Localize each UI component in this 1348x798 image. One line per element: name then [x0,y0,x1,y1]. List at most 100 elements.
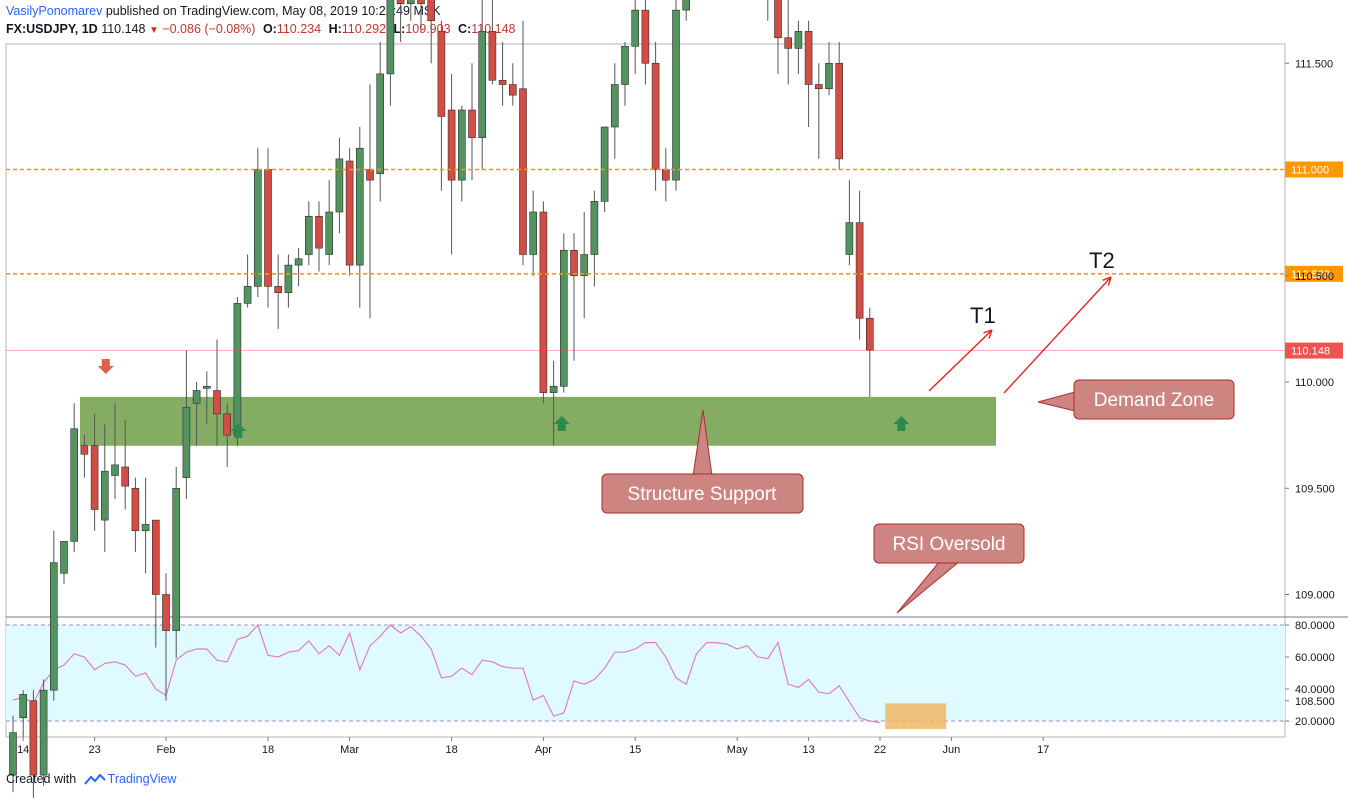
candle [641,9,650,64]
x-tick-label: 23 [88,744,100,756]
structure-support-callout [601,473,804,514]
candle [101,470,109,521]
x-tick-label: Apr [535,744,552,756]
buy-arrow-icon [553,416,570,431]
price-label-110.148: 110.148 [1291,346,1330,358]
candle [855,222,864,319]
symbol-label[interactable]: FX:USDJPY, 1D [6,22,98,36]
rsi-band [6,625,1285,721]
candle [478,31,487,138]
y-tick-label: 109.000 [1295,590,1335,602]
x-tick-label: Feb [157,744,176,756]
candle [406,0,415,5]
open-label: O: [262,22,277,36]
candle [519,88,527,255]
y-tick-label: 108.500 [1295,696,1335,708]
price-label-box-111.000 [1285,161,1343,178]
candle [90,445,99,510]
candle [825,62,833,90]
candle [621,45,629,85]
candle [243,286,252,304]
candle [9,732,17,776]
candle [498,79,507,85]
candle [203,385,211,389]
candle [162,594,170,631]
x-tick-label: Mar [340,744,359,756]
candle [417,0,425,5]
t2-arrow [1003,276,1112,394]
candle [121,466,129,487]
candle [152,519,160,595]
candle [672,9,680,181]
demand-zone [80,396,996,446]
candle [274,286,283,294]
candle [559,249,568,387]
candle [213,390,221,415]
buy-arrow-icon [893,416,910,431]
demand-zone-callout-pointer [1037,391,1076,412]
candle [682,0,691,11]
candle [447,109,456,181]
candle [19,694,28,719]
candle [131,487,140,532]
candle [814,84,823,90]
tradingview-logo-icon [83,773,106,785]
candle [315,215,323,249]
price-label-box-110.148 [1285,342,1343,359]
axes: 113.000112.500112.000111.500110.500110.0… [17,58,1335,756]
t2-label: T2 [1089,248,1115,273]
candle [49,562,58,691]
y-tick-label: 110.500 [1295,271,1334,283]
candle [386,0,395,75]
candle [774,0,782,39]
buy-arrow-icon [230,423,247,438]
candle [284,264,293,294]
demand-zone-callout [1073,379,1235,420]
candle [39,689,48,776]
author-link[interactable]: VasilyPonomarev [6,4,103,18]
tradingview-brand-link[interactable]: TradingView [107,772,177,786]
candle [794,31,803,49]
t1-arrow-head [983,329,993,339]
rsi-oversold-label: RSI Oversold [893,534,1006,555]
x-tick-label: 17 [1037,744,1049,756]
candle [549,385,558,393]
candle [396,0,405,5]
y-tick-label: 109.500 [1295,483,1335,495]
price-label-110.509: 110.509 [1291,269,1330,281]
rsi-y-tick-label: 40.0000 [1295,684,1335,696]
candle [631,9,640,47]
candle [600,126,609,202]
candle [845,222,854,255]
candle [254,169,262,287]
rsi-oversold-callout [873,523,1025,564]
candle [570,249,578,277]
candle [325,211,334,255]
candle [610,84,619,128]
demand-zone-label: Demand Zone [1094,390,1214,411]
y-tick-label: 111.500 [1295,58,1333,70]
candle [355,147,364,266]
candle [457,109,466,181]
symbol-info: FX:USDJPY, 1D 110.148 ▼ −0.086 (−0.08%) … [6,22,515,36]
t1-arrow [928,329,993,392]
structure-support-label: Structure Support [628,484,778,505]
down-triangle-icon: ▼ [148,25,159,36]
rsi-pane [6,623,1285,729]
candle [590,201,599,255]
candle [304,215,313,255]
demand-zone-layer [80,396,996,446]
last-price: 110.148 [101,22,146,36]
x-tick-label: May [727,744,748,756]
candle [366,169,374,181]
candle [29,700,38,776]
candle [182,407,191,478]
candle [223,413,231,436]
footer: Created with TradingView [6,772,176,786]
x-tick-label: 18 [262,744,274,756]
rsi-y-tick-label: 80.0000 [1295,620,1335,632]
change-value: −0.086 (−0.08%) [162,22,256,36]
open-value: 110.234 [276,22,322,36]
candle [60,541,68,574]
